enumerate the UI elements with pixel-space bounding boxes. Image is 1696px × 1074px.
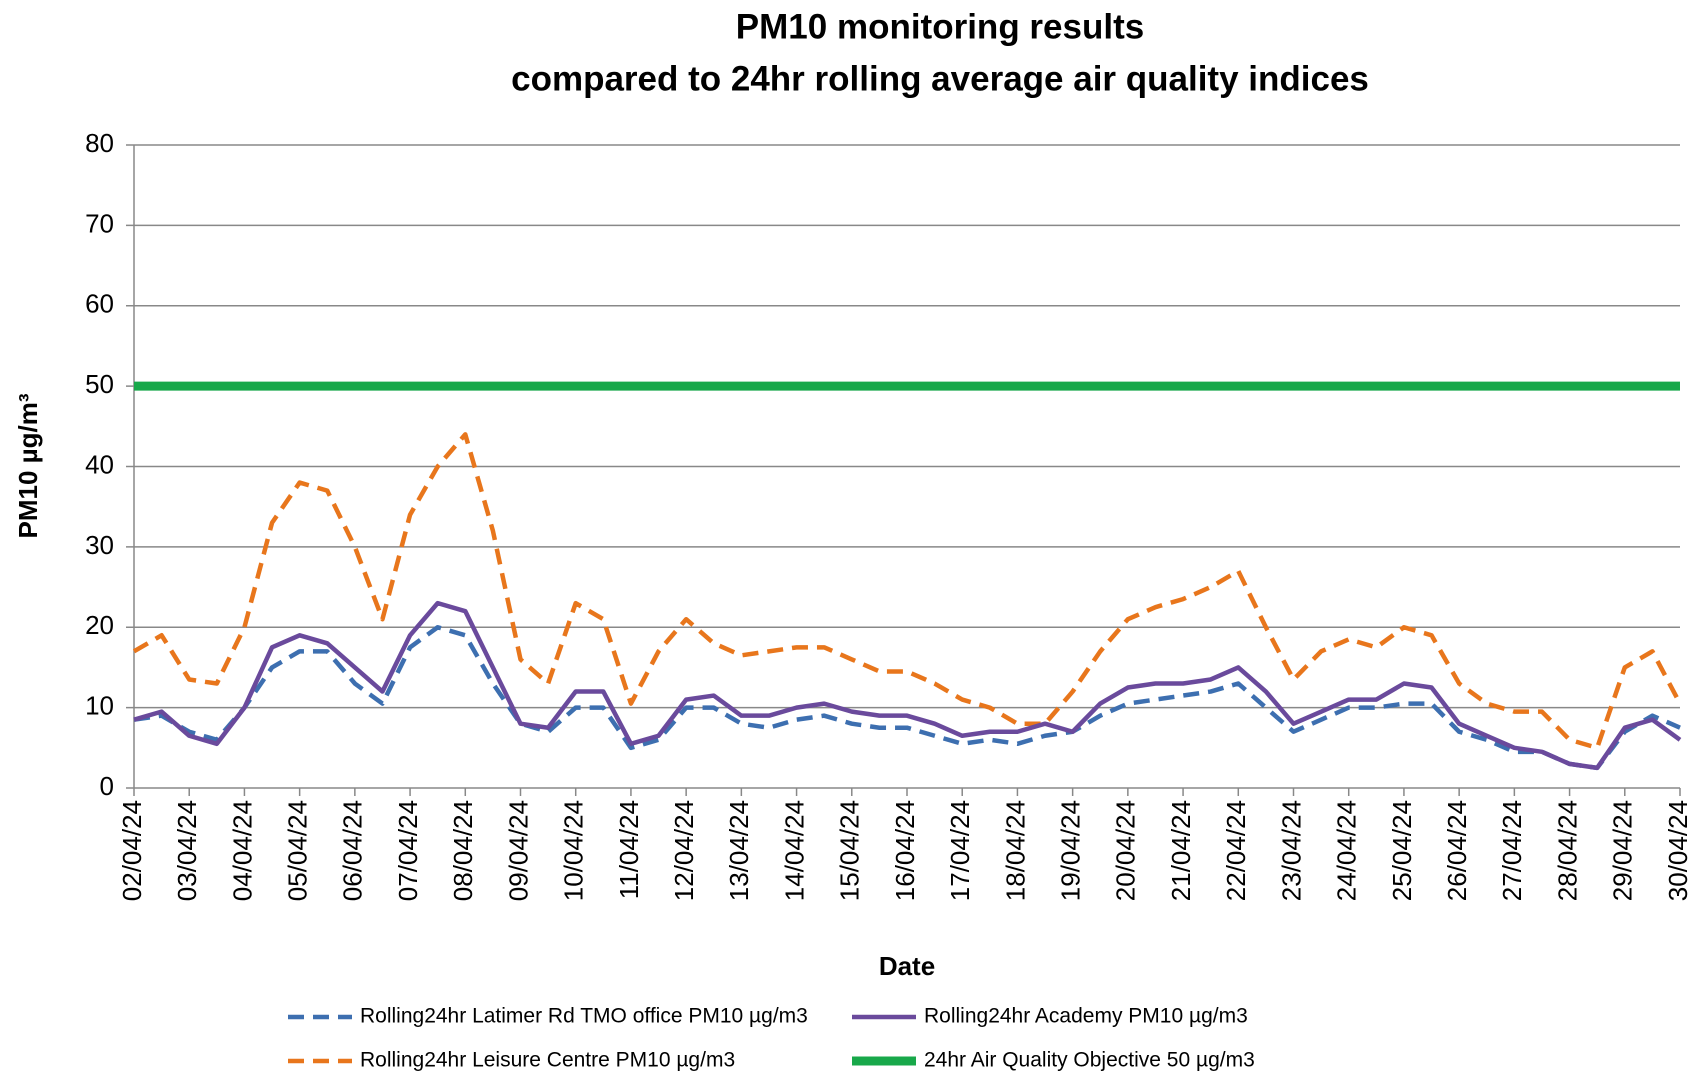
y-tick-label: 40 bbox=[85, 449, 114, 479]
x-tick-label: 23/04/24 bbox=[1276, 800, 1306, 901]
chart-title: compared to 24hr rolling average air qua… bbox=[511, 59, 1369, 98]
x-tick-label: 13/04/24 bbox=[724, 800, 754, 901]
legend-label: Rolling24hr Academy PM10 µg/m3 bbox=[924, 1005, 1248, 1028]
y-tick-label: 30 bbox=[85, 530, 114, 560]
x-tick-label: 15/04/24 bbox=[835, 800, 865, 901]
x-tick-label: 22/04/24 bbox=[1221, 800, 1251, 901]
x-tick-label: 08/04/24 bbox=[448, 800, 478, 901]
x-tick-label: 07/04/24 bbox=[393, 800, 423, 901]
x-tick-label: 03/04/24 bbox=[172, 800, 202, 901]
x-tick-label: 30/04/24 bbox=[1663, 800, 1693, 901]
x-axis-title: Date bbox=[879, 951, 935, 981]
y-tick-label: 60 bbox=[85, 289, 114, 319]
x-tick-label: 24/04/24 bbox=[1332, 800, 1362, 901]
x-tick-label: 10/04/24 bbox=[559, 800, 589, 901]
x-tick-label: 28/04/24 bbox=[1552, 800, 1582, 901]
x-tick-label: 09/04/24 bbox=[503, 800, 533, 901]
y-tick-label: 50 bbox=[85, 369, 114, 399]
x-tick-label: 21/04/24 bbox=[1166, 800, 1196, 901]
y-tick-label: 70 bbox=[85, 208, 114, 238]
y-axis-title: PM10 µg/m³ bbox=[13, 393, 43, 538]
series-line bbox=[133, 600, 1682, 771]
legend-label: Rolling24hr Leisure Centre PM10 µg/m3 bbox=[360, 1049, 735, 1072]
y-tick-label: 0 bbox=[100, 771, 114, 801]
x-tick-label: 25/04/24 bbox=[1387, 800, 1417, 901]
x-tick-label: 11/04/24 bbox=[614, 800, 644, 899]
x-tick-label: 16/04/24 bbox=[890, 800, 920, 901]
series-line bbox=[133, 625, 1681, 771]
y-tick-label: 80 bbox=[85, 128, 114, 158]
y-tick-label: 20 bbox=[85, 610, 114, 640]
x-tick-label: 14/04/24 bbox=[779, 800, 809, 901]
x-tick-label: 29/04/24 bbox=[1608, 800, 1638, 901]
x-tick-label: 26/04/24 bbox=[1442, 800, 1472, 901]
x-tick-label: 05/04/24 bbox=[283, 800, 313, 901]
x-tick-label: 18/04/24 bbox=[1000, 800, 1030, 901]
x-tick-label: 02/04/24 bbox=[117, 800, 147, 901]
chart-title: PM10 monitoring results bbox=[736, 7, 1144, 46]
x-tick-label: 04/04/24 bbox=[227, 800, 257, 901]
legend-label: 24hr Air Quality Objective 50 µg/m3 bbox=[924, 1049, 1255, 1072]
series-line bbox=[132, 432, 1682, 751]
x-tick-label: 19/04/24 bbox=[1056, 800, 1086, 901]
y-tick-label: 10 bbox=[85, 691, 114, 721]
x-tick-label: 20/04/24 bbox=[1111, 800, 1141, 901]
x-tick-label: 06/04/24 bbox=[338, 800, 368, 901]
x-tick-label: 17/04/24 bbox=[945, 800, 975, 901]
x-tick-label: 27/04/24 bbox=[1497, 800, 1527, 901]
x-tick-label: 12/04/24 bbox=[669, 800, 699, 901]
legend-label: Rolling24hr Latimer Rd TMO office PM10 µ… bbox=[360, 1005, 808, 1028]
